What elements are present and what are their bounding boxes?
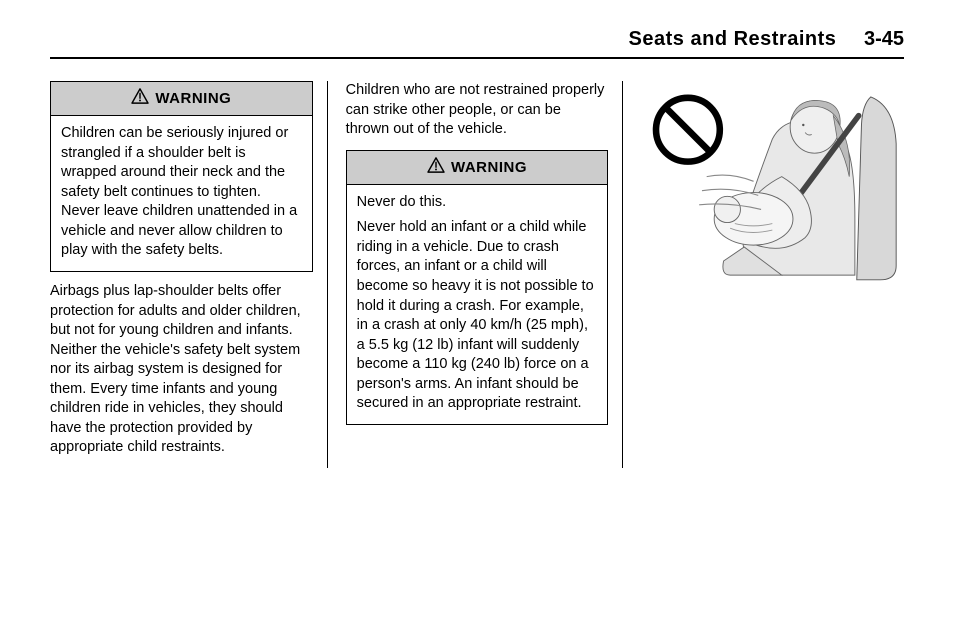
col1-paragraph: Airbags plus lap-shoulder belts offer pr… xyxy=(50,282,313,458)
page-header: Seats and Restraints 3-45 xyxy=(50,28,904,59)
col2-intro: Children who are not restrained properly… xyxy=(346,81,609,140)
safety-illustration xyxy=(641,81,904,291)
column-3 xyxy=(641,81,904,468)
warning-header-1: WARNING xyxy=(51,82,312,116)
warning-label-2: WARNING xyxy=(451,159,527,176)
warning-body-2: Never do this. Never hold an infant or a… xyxy=(347,185,608,424)
section-title: Seats and Restraints xyxy=(629,28,837,50)
warning-label-1: WARNING xyxy=(155,90,231,107)
page-number: 3-45 xyxy=(864,28,904,50)
warning-triangle-icon xyxy=(427,157,445,178)
warning-body-2-text: Never hold an infant or a child while ri… xyxy=(357,218,598,414)
warning-body-2-lead: Never do this. xyxy=(357,193,598,213)
warning-body-1-text: Children can be seriously injured or str… xyxy=(61,124,302,261)
warning-box-2: WARNING Never do this. Never hold an inf… xyxy=(346,150,609,425)
content-columns: WARNING Children can be seriously injure… xyxy=(50,81,904,468)
warning-triangle-icon xyxy=(131,88,149,109)
column-1: WARNING Children can be seriously injure… xyxy=(50,81,328,468)
warning-header-2: WARNING xyxy=(347,151,608,185)
column-2: Children who are not restrained properly… xyxy=(346,81,624,468)
warning-body-1: Children can be seriously injured or str… xyxy=(51,116,312,271)
warning-box-1: WARNING Children can be seriously injure… xyxy=(50,81,313,272)
